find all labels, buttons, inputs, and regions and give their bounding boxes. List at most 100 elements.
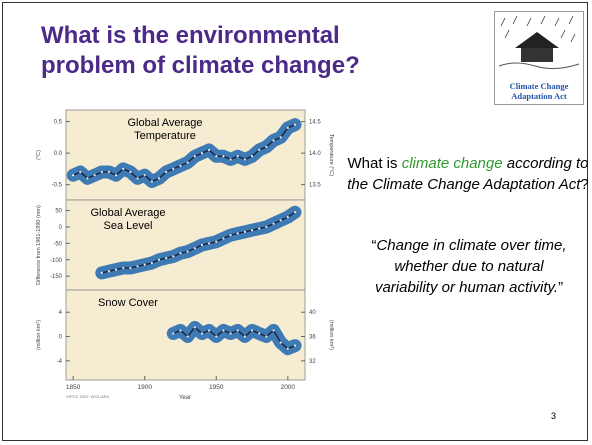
data-point (265, 335, 267, 337)
data-point (158, 177, 160, 179)
data-point (258, 332, 260, 334)
y-tick-label: 50 (55, 209, 62, 215)
panel-label: Temperature (134, 130, 196, 142)
figure: 0.5 0.0 -0.5 14.5 14.0 13.5 (°C) Temperature (°… (0, 0, 592, 445)
data-point (72, 174, 74, 176)
data-point (258, 228, 260, 230)
data-point (251, 229, 253, 231)
data-point (136, 177, 138, 179)
data-point (222, 329, 224, 331)
data-point (229, 234, 231, 236)
data-point (272, 139, 274, 141)
data-point (108, 171, 110, 173)
panel-label: Global Average (127, 117, 202, 129)
x-tick-label: 1850 (66, 384, 81, 391)
y2-tick-label: 40 (309, 310, 316, 316)
data-point (144, 264, 146, 266)
y2-tick-label: 14.0 (309, 151, 321, 157)
data-point (265, 146, 267, 148)
x-tick-label: 1900 (137, 384, 152, 391)
data-point (201, 244, 203, 246)
right-axis-label: (million km²) (328, 320, 334, 350)
data-point (86, 177, 88, 179)
data-point (251, 155, 253, 157)
data-point (165, 257, 167, 259)
data-point (194, 326, 196, 328)
data-point (244, 158, 246, 160)
data-point (194, 247, 196, 249)
data-point (151, 262, 153, 264)
data-point (294, 211, 296, 213)
data-point (151, 180, 153, 182)
y2-tick-label: 14.5 (309, 120, 321, 126)
data-point (237, 232, 239, 234)
y-tick-label: -50 (53, 241, 62, 247)
data-point (187, 250, 189, 252)
data-point (222, 155, 224, 157)
y2-tick-label: 13.5 (309, 183, 321, 189)
panel-label: Snow Cover (98, 297, 158, 309)
y-tick-label: 0 (59, 225, 63, 231)
data-point (187, 335, 189, 337)
data-point (258, 149, 260, 151)
data-point (294, 345, 296, 347)
data-point (287, 216, 289, 218)
left-axis-label: (million km²) (36, 320, 42, 350)
data-point (122, 168, 124, 170)
data-point (172, 168, 174, 170)
data-point (201, 152, 203, 154)
data-point (244, 231, 246, 233)
y-tick-label: 4 (59, 310, 63, 316)
data-point (172, 255, 174, 257)
data-point (229, 158, 231, 160)
data-point (165, 171, 167, 173)
data-point (265, 226, 267, 228)
data-point (172, 332, 174, 334)
data-point (129, 267, 131, 269)
data-point (208, 329, 210, 331)
data-point (215, 241, 217, 243)
data-point (287, 348, 289, 350)
data-point (215, 335, 217, 337)
y-tick-label: 0.0 (54, 151, 63, 157)
left-axis-label: (°C) (36, 150, 42, 160)
y2-tick-label: 32 (309, 359, 316, 365)
y2-tick-label: 36 (309, 335, 316, 341)
data-point (208, 242, 210, 244)
data-point (237, 155, 239, 157)
data-point (101, 272, 103, 274)
data-point (215, 155, 217, 157)
data-point (280, 219, 282, 221)
data-point (294, 124, 296, 126)
data-point (179, 329, 181, 331)
data-point (115, 174, 117, 176)
data-point (251, 329, 253, 331)
data-point (272, 329, 274, 331)
data-point (179, 252, 181, 254)
left-axis-label: Difference from 1961-1990 (mm) (36, 205, 42, 285)
data-point (122, 267, 124, 269)
data-point (101, 171, 103, 173)
data-point (201, 332, 203, 334)
y-tick-label: -150 (50, 274, 63, 280)
data-point (237, 329, 239, 331)
right-axis-label: Temperature (°C) (328, 134, 334, 176)
data-point (244, 335, 246, 337)
panel-label: Sea Level (104, 220, 153, 232)
data-point (79, 171, 81, 173)
y-tick-label: -4 (57, 359, 63, 365)
data-point (194, 155, 196, 157)
y-tick-label: -0.5 (52, 183, 63, 189)
data-point (272, 223, 274, 225)
y-tick-label: 0.5 (54, 120, 63, 126)
data-point (158, 259, 160, 261)
data-point (287, 127, 289, 129)
data-point (280, 136, 282, 138)
data-point (108, 270, 110, 272)
x-tick-label: 2000 (281, 384, 296, 391)
y-tick-label: 0 (59, 335, 63, 341)
x-tick-label: 1950 (209, 384, 224, 391)
data-point (144, 174, 146, 176)
x-axis-label: Year (179, 395, 191, 401)
page: What is the environmental problem of cli… (0, 0, 592, 445)
